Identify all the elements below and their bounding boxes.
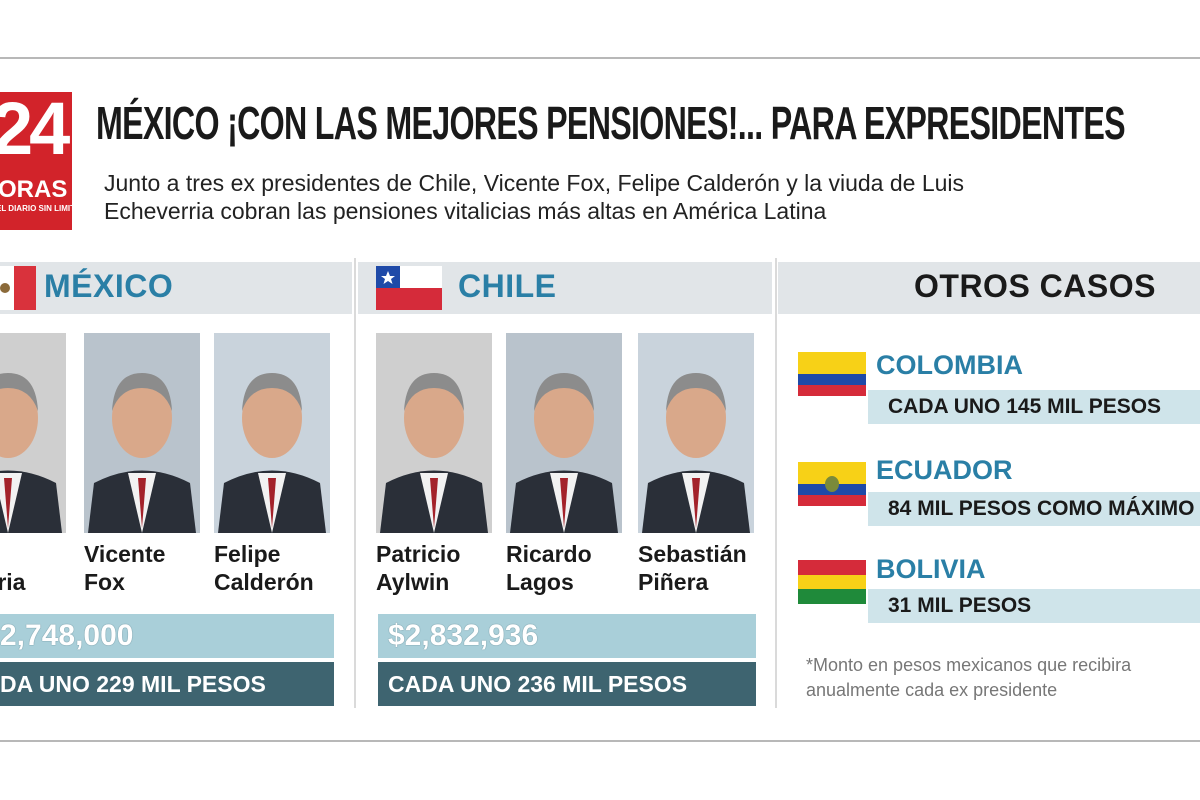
- person-name: Lagos: [506, 569, 574, 595]
- portrait: [0, 333, 66, 533]
- section-title: OTROS CASOS: [914, 268, 1156, 304]
- total-amount: 2,748,000: [0, 614, 334, 658]
- country-name: COLOMBIA: [876, 350, 1023, 380]
- person-name: Sebastián: [638, 541, 747, 567]
- flag-ecuador: [798, 462, 866, 506]
- header-band: [0, 262, 352, 314]
- divider: [775, 258, 777, 708]
- total-amount: $2,832,936: [378, 614, 756, 658]
- per-person-amount: DA UNO 229 MIL PESOS: [0, 662, 334, 706]
- person-name: Piñera: [638, 569, 709, 595]
- portrait: [84, 333, 200, 533]
- section-title: MÉXICO: [44, 268, 174, 304]
- portrait: [214, 333, 330, 533]
- logo-number: 24: [0, 87, 70, 170]
- country-amount: 84 MIL PESOS COMO MÁXIMO: [868, 492, 1200, 526]
- logo-word: ORAS: [0, 176, 68, 203]
- country-amount: CADA UNO 145 MIL PESOS: [868, 390, 1200, 424]
- logo-tagline: EL DIARIO SIN LIMITES: [0, 204, 86, 213]
- footnote: *Monto en pesos mexicanos que recibira: [806, 655, 1132, 675]
- person-name: Patricio: [376, 541, 461, 567]
- portrait: [638, 333, 754, 533]
- country-name: BOLIVIA: [876, 554, 986, 584]
- logo: 24 ORAS EL DIARIO SIN LIMITES: [0, 87, 86, 230]
- person-name: Felipe: [214, 541, 281, 567]
- person-name: Vicente: [84, 541, 166, 567]
- person-name: Aylwin: [376, 569, 450, 595]
- subtitle: Echeverria cobran las pensiones vitalici…: [104, 198, 827, 224]
- portrait: [376, 333, 492, 533]
- country-name: ECUADOR: [876, 455, 1013, 485]
- divider: [354, 258, 356, 708]
- flag-colombia: [798, 352, 866, 396]
- footnote: anualmente cada ex presidente: [806, 680, 1058, 700]
- person-name: Ricardo: [506, 541, 592, 567]
- person-name: everria: [0, 569, 26, 595]
- flag-chile: [376, 266, 442, 310]
- person-name: Fox: [84, 569, 125, 595]
- top-rule: [0, 57, 1200, 59]
- header-band: [778, 262, 1200, 314]
- country-amount: 31 MIL PESOS: [868, 589, 1200, 623]
- title: MÉXICO ¡CON LAS MEJORES PENSIONES!... PA…: [96, 97, 1126, 149]
- portrait: [506, 333, 622, 533]
- flag-bolivia: [798, 560, 866, 604]
- person-name: Calderón: [214, 569, 314, 595]
- flag-mexico: [0, 266, 36, 310]
- section-title: CHILE: [458, 268, 557, 304]
- per-person-amount: CADA UNO 236 MIL PESOS: [378, 662, 756, 706]
- bottom-rule: [0, 740, 1200, 742]
- subtitle: Junto a tres ex presidentes de Chile, Vi…: [104, 170, 965, 196]
